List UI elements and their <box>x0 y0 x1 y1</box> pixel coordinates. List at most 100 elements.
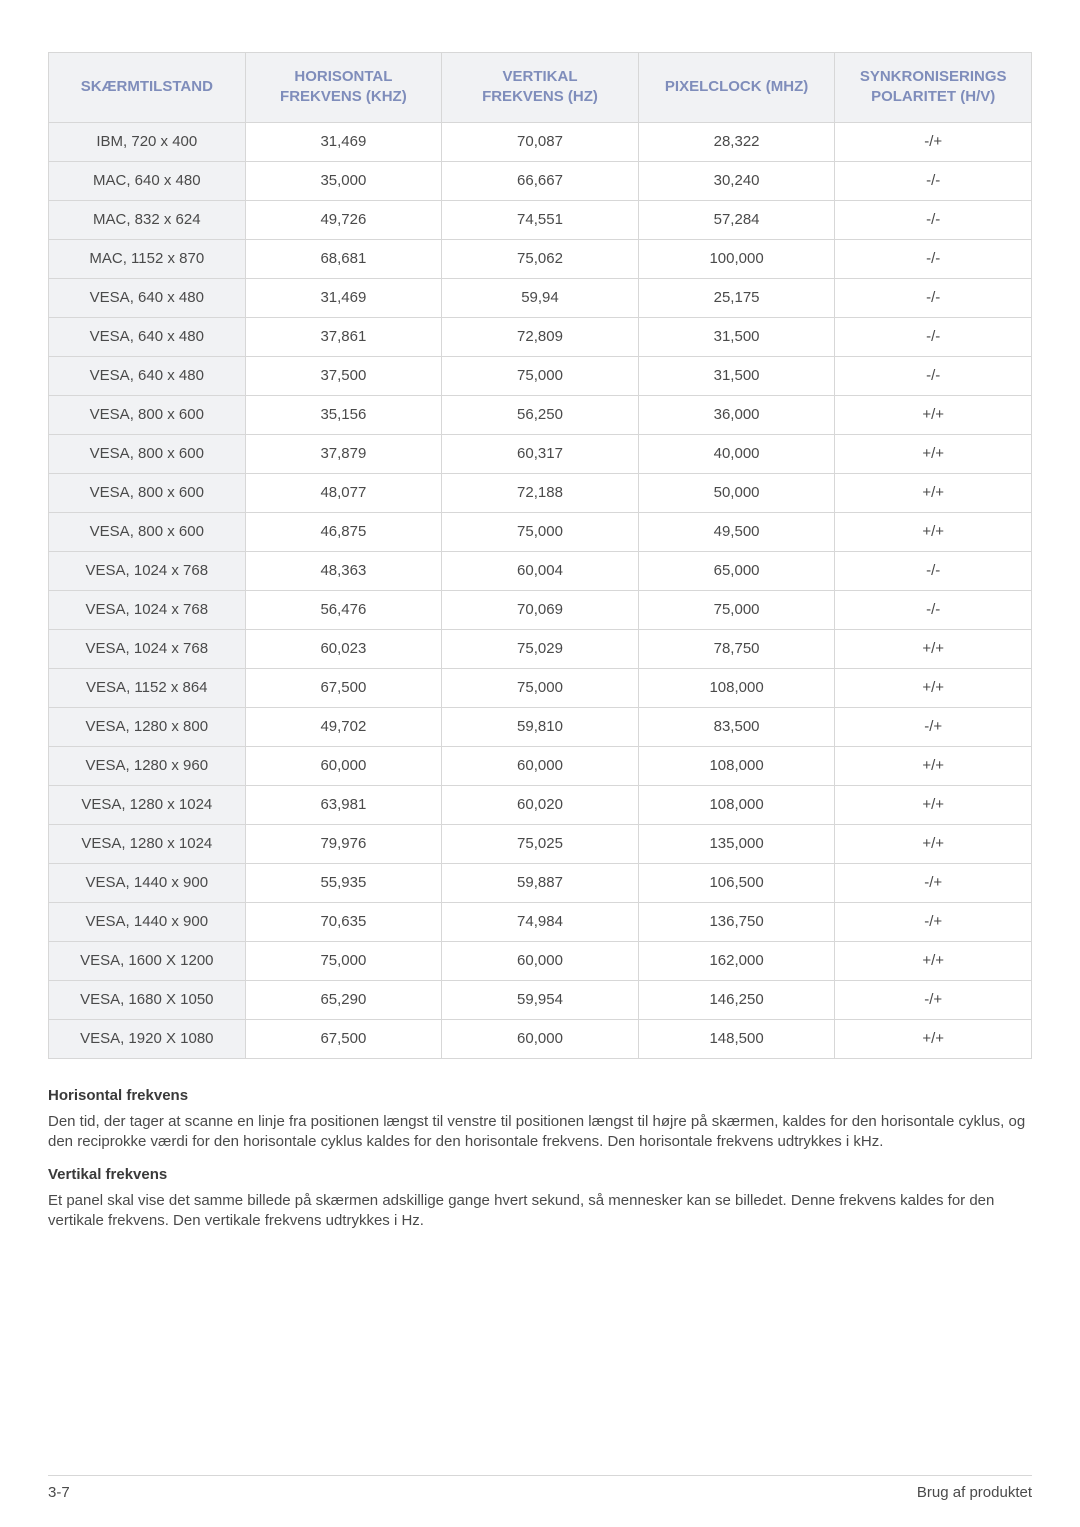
cell-mode: VESA, 1152 x 864 <box>49 668 246 707</box>
cell-pol: +/+ <box>835 746 1032 785</box>
table-row: VESA, 1152 x 86467,50075,000108,000+/+ <box>49 668 1032 707</box>
cell-pclk: 31,500 <box>638 317 835 356</box>
cell-hfreq: 48,363 <box>245 551 442 590</box>
cell-vfreq: 70,087 <box>442 122 639 161</box>
cell-vfreq: 75,025 <box>442 824 639 863</box>
cell-hfreq: 31,469 <box>245 122 442 161</box>
cell-mode: VESA, 1024 x 768 <box>49 590 246 629</box>
cell-vfreq: 60,000 <box>442 1019 639 1058</box>
cell-pol: -/+ <box>835 707 1032 746</box>
cell-vfreq: 59,954 <box>442 980 639 1019</box>
table-row: MAC, 1152 x 87068,68175,062100,000-/- <box>49 239 1032 278</box>
cell-pol: -/+ <box>835 980 1032 1019</box>
cell-mode: VESA, 1440 x 900 <box>49 902 246 941</box>
cell-mode: VESA, 800 x 600 <box>49 512 246 551</box>
table-row: VESA, 800 x 60046,87575,00049,500+/+ <box>49 512 1032 551</box>
cell-pol: +/+ <box>835 941 1032 980</box>
cell-mode: MAC, 640 x 480 <box>49 161 246 200</box>
table-head: SKÆRMTILSTANDHORISONTALFREKVENS (KHZ)VER… <box>49 53 1032 123</box>
cell-vfreq: 66,667 <box>442 161 639 200</box>
cell-hfreq: 37,879 <box>245 434 442 473</box>
cell-vfreq: 75,000 <box>442 356 639 395</box>
cell-pclk: 75,000 <box>638 590 835 629</box>
cell-vfreq: 60,000 <box>442 941 639 980</box>
cell-pclk: 65,000 <box>638 551 835 590</box>
cell-pclk: 49,500 <box>638 512 835 551</box>
table-row: IBM, 720 x 40031,46970,08728,322-/+ <box>49 122 1032 161</box>
cell-pol: -/- <box>835 590 1032 629</box>
cell-vfreq: 75,000 <box>442 668 639 707</box>
table-row: VESA, 800 x 60048,07772,18850,000+/+ <box>49 473 1032 512</box>
cell-hfreq: 49,702 <box>245 707 442 746</box>
cell-hfreq: 68,681 <box>245 239 442 278</box>
page: SKÆRMTILSTANDHORISONTALFREKVENS (KHZ)VER… <box>0 0 1080 1527</box>
cell-pol: -/+ <box>835 863 1032 902</box>
cell-mode: VESA, 640 x 480 <box>49 356 246 395</box>
page-footer: 3-7 Brug af produktet <box>48 1475 1032 1501</box>
section-heading: Vertikal frekvens <box>48 1166 1032 1183</box>
cell-pclk: 36,000 <box>638 395 835 434</box>
cell-vfreq: 72,809 <box>442 317 639 356</box>
cell-pol: -/+ <box>835 902 1032 941</box>
table-row: VESA, 640 x 48037,50075,00031,500-/- <box>49 356 1032 395</box>
cell-hfreq: 49,726 <box>245 200 442 239</box>
cell-mode: VESA, 800 x 600 <box>49 395 246 434</box>
description-sections: Horisontal frekvensDen tid, der tager at… <box>48 1087 1032 1232</box>
cell-mode: VESA, 640 x 480 <box>49 278 246 317</box>
table-row: VESA, 1440 x 90055,93559,887106,500-/+ <box>49 863 1032 902</box>
cell-hfreq: 31,469 <box>245 278 442 317</box>
cell-hfreq: 37,500 <box>245 356 442 395</box>
cell-vfreq: 56,250 <box>442 395 639 434</box>
cell-pol: +/+ <box>835 785 1032 824</box>
cell-pclk: 108,000 <box>638 785 835 824</box>
cell-hfreq: 79,976 <box>245 824 442 863</box>
cell-hfreq: 63,981 <box>245 785 442 824</box>
cell-pclk: 148,500 <box>638 1019 835 1058</box>
cell-pclk: 162,000 <box>638 941 835 980</box>
cell-mode: VESA, 1280 x 1024 <box>49 785 246 824</box>
table-row: VESA, 1920 X 108067,50060,000148,500+/+ <box>49 1019 1032 1058</box>
cell-pclk: 31,500 <box>638 356 835 395</box>
cell-pol: +/+ <box>835 824 1032 863</box>
cell-vfreq: 70,069 <box>442 590 639 629</box>
cell-pol: +/+ <box>835 434 1032 473</box>
cell-mode: VESA, 800 x 600 <box>49 434 246 473</box>
cell-pclk: 78,750 <box>638 629 835 668</box>
cell-vfreq: 60,317 <box>442 434 639 473</box>
cell-mode: VESA, 1440 x 900 <box>49 863 246 902</box>
cell-mode: VESA, 1024 x 768 <box>49 551 246 590</box>
cell-pclk: 100,000 <box>638 239 835 278</box>
column-header-pol: SYNKRONISERINGSPOLARITET (H/V) <box>835 53 1032 123</box>
cell-pclk: 146,250 <box>638 980 835 1019</box>
cell-vfreq: 74,551 <box>442 200 639 239</box>
cell-hfreq: 67,500 <box>245 1019 442 1058</box>
cell-pol: +/+ <box>835 395 1032 434</box>
table-row: VESA, 1024 x 76856,47670,06975,000-/- <box>49 590 1032 629</box>
table-header-row: SKÆRMTILSTANDHORISONTALFREKVENS (KHZ)VER… <box>49 53 1032 123</box>
cell-vfreq: 75,000 <box>442 512 639 551</box>
cell-mode: VESA, 1280 x 1024 <box>49 824 246 863</box>
cell-pclk: 108,000 <box>638 746 835 785</box>
table-row: VESA, 1280 x 96060,00060,000108,000+/+ <box>49 746 1032 785</box>
cell-mode: VESA, 1680 X 1050 <box>49 980 246 1019</box>
column-header-pclk: PIXELCLOCK (MHZ) <box>638 53 835 123</box>
cell-vfreq: 75,029 <box>442 629 639 668</box>
column-header-hfreq: HORISONTALFREKVENS (KHZ) <box>245 53 442 123</box>
cell-mode: VESA, 1920 X 1080 <box>49 1019 246 1058</box>
cell-pclk: 83,500 <box>638 707 835 746</box>
column-header-vfreq: VERTIKALFREKVENS (HZ) <box>442 53 639 123</box>
table-row: VESA, 640 x 48031,46959,9425,175-/- <box>49 278 1032 317</box>
cell-pol: -/- <box>835 356 1032 395</box>
table-row: VESA, 1024 x 76848,36360,00465,000-/- <box>49 551 1032 590</box>
cell-vfreq: 59,94 <box>442 278 639 317</box>
cell-pol: -/- <box>835 239 1032 278</box>
cell-hfreq: 46,875 <box>245 512 442 551</box>
cell-vfreq: 60,020 <box>442 785 639 824</box>
cell-pol: +/+ <box>835 512 1032 551</box>
table-row: VESA, 1280 x 80049,70259,81083,500-/+ <box>49 707 1032 746</box>
cell-mode: VESA, 1280 x 960 <box>49 746 246 785</box>
table-row: MAC, 832 x 62449,72674,55157,284-/- <box>49 200 1032 239</box>
section-heading: Horisontal frekvens <box>48 1087 1032 1104</box>
cell-hfreq: 75,000 <box>245 941 442 980</box>
cell-mode: VESA, 1600 X 1200 <box>49 941 246 980</box>
